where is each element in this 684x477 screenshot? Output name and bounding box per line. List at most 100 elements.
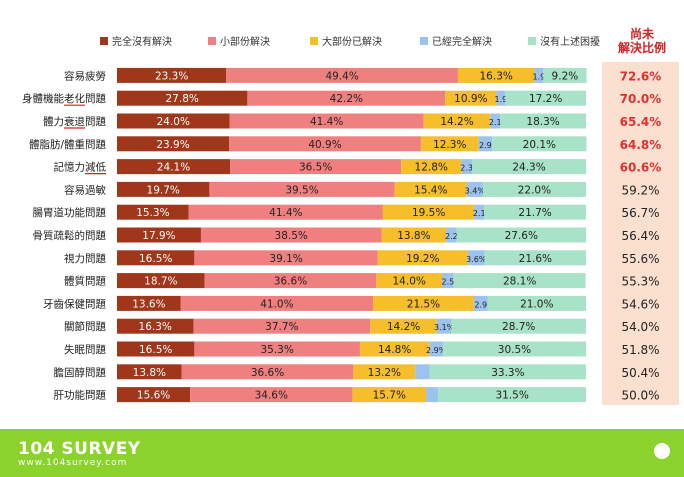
data-label: 36.6% (251, 367, 284, 379)
bar-segment (117, 387, 191, 403)
brand-url: www.104survey.com (18, 458, 128, 468)
category-label: 膽固醇問題 (54, 366, 107, 379)
bar-segment (194, 341, 360, 357)
bar-segment (352, 387, 427, 403)
category-label: 體質問題 (64, 275, 106, 288)
data-label: 20.1% (523, 139, 556, 151)
unresolved-ratio-value: 55.3% (621, 275, 659, 289)
legend-item-partly-solved: 小部份解決 (208, 33, 310, 48)
data-label: 23.9% (156, 139, 189, 151)
data-label: 17.2% (529, 93, 562, 105)
data-label: 21.6% (519, 253, 552, 265)
bar-segment (442, 273, 454, 289)
bar-segment (353, 364, 416, 380)
bar-segment (487, 295, 586, 311)
unresolved-ratio-value: 54.0% (621, 320, 659, 334)
data-label: 19.7% (147, 184, 180, 196)
bar-segment (229, 136, 421, 152)
bar-segment (438, 387, 586, 403)
category-label: 體力衰退問題 (43, 115, 106, 128)
bar-segment (117, 204, 189, 220)
data-label: 16.3% (139, 321, 172, 333)
data-label: 24.1% (157, 162, 190, 174)
data-label: 19.2% (406, 253, 439, 265)
data-label: 16.3% (480, 70, 513, 82)
bar-segment (401, 159, 462, 175)
data-label: 19.5% (412, 207, 445, 219)
data-label: 18.7% (144, 276, 177, 288)
data-label: 36.5% (299, 162, 332, 174)
legend-swatch (528, 36, 536, 45)
bar-segment (117, 136, 230, 152)
legend-label: 大部份已解決 (322, 37, 382, 48)
legend-label: 完全沒有解決 (112, 37, 172, 48)
footer-bar: 104 SURVEY www.104survey.com (0, 429, 684, 477)
data-label: 41.0% (260, 298, 293, 310)
data-label: 3.4% (465, 186, 486, 195)
category-label: 身體機能老化問題 (22, 92, 106, 105)
bar-segment (505, 90, 586, 106)
bar-segment (193, 318, 371, 334)
data-label: 49.4% (325, 70, 358, 82)
bar-segment (478, 136, 493, 152)
bar-segment (226, 67, 458, 83)
data-label: 17.9% (142, 230, 175, 242)
bar-segment (461, 159, 473, 175)
bar-segment (484, 250, 586, 266)
bar-segment (359, 341, 430, 357)
data-label: 41.4% (269, 207, 302, 219)
data-label: 39.5% (285, 184, 318, 196)
bar-segment (429, 364, 586, 380)
data-label: 12.3% (433, 139, 466, 151)
bar-segment (377, 250, 468, 266)
unresolved-ratio-value: 72.6% (620, 69, 662, 83)
data-label: 2.2 (445, 232, 458, 241)
data-label: 40.9% (308, 139, 341, 151)
unresolved-ratio-value: 59.2% (621, 183, 659, 197)
bar-segment (376, 273, 443, 289)
data-label: 2.5 (442, 278, 455, 287)
bar-segment (230, 159, 402, 175)
category-label: 體脂肪/體重問題 (29, 138, 107, 151)
bar-segment (200, 227, 382, 243)
data-label: 24.3% (512, 162, 545, 174)
bar-segment (472, 159, 586, 175)
data-label: 2.1 (489, 118, 502, 127)
bar-segment (500, 113, 586, 129)
data-label: 27.6% (505, 230, 538, 242)
data-label: 21.7% (518, 207, 551, 219)
bar-segment (446, 227, 457, 243)
data-label: 13.8% (133, 367, 166, 379)
bar-segment (117, 67, 227, 83)
data-label: 30.5% (498, 344, 531, 356)
legend-label: 沒有上述困擾 (540, 37, 600, 48)
data-label: 3.6% (466, 255, 487, 264)
bar-segment (466, 181, 483, 197)
data-label: 15.3% (136, 207, 169, 219)
chart-legend: 完全沒有解決 小部份解決 大部份已解決 已經完全解決 沒有上述困擾 (100, 33, 600, 48)
legend-label: 已經完全解決 (432, 37, 492, 48)
data-label: 2.9 (474, 300, 487, 309)
bar-segment (484, 204, 586, 220)
legend-swatch (420, 36, 428, 45)
data-label: 18.3% (526, 116, 559, 128)
data-label: 27.8% (166, 93, 199, 105)
bar-segment (453, 273, 586, 289)
unresolved-ratio-value: 50.4% (621, 366, 659, 380)
legend-swatch (208, 36, 216, 45)
unresolved-ratio-value: 56.7% (621, 206, 659, 220)
data-label: 31.5% (495, 390, 528, 402)
bar-segment (429, 341, 443, 357)
bar-segment (180, 295, 374, 311)
bar-segment (457, 67, 535, 83)
bar-segment (194, 250, 378, 266)
bar-segment (204, 273, 377, 289)
bar-segment (436, 318, 452, 334)
unresolved-ratio-value: 65.4% (620, 115, 662, 129)
bar-segment (543, 67, 587, 83)
unresolved-ratio-value: 55.6% (621, 252, 659, 266)
data-label: 39.1% (269, 253, 302, 265)
bar-segment (496, 90, 506, 106)
bar-segment (423, 113, 491, 129)
data-label: 2.1 (473, 209, 486, 218)
